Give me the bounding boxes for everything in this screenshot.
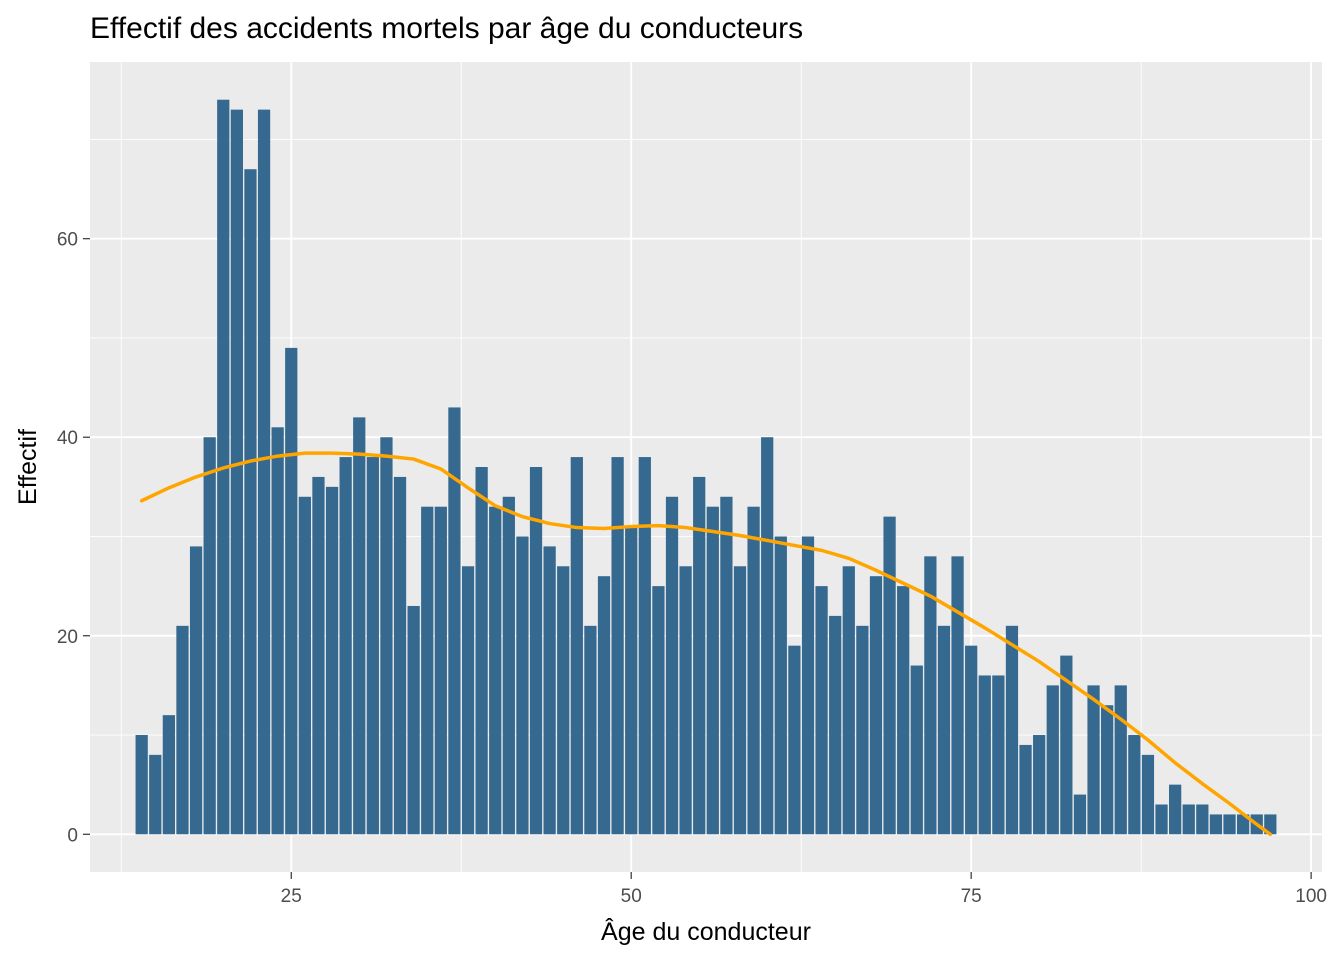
y-tick-label: 20 <box>57 627 78 648</box>
bar <box>1005 625 1019 835</box>
bar <box>434 506 447 835</box>
bar <box>1046 685 1059 835</box>
bar <box>162 715 175 835</box>
y-axis-title: Effectif <box>14 429 42 505</box>
bar <box>407 605 420 835</box>
y-tick-label: 60 <box>57 230 78 251</box>
x-axis-title: Âge du conducteur <box>601 917 811 946</box>
bar <box>570 457 583 835</box>
bar <box>203 437 216 835</box>
bar <box>1087 685 1100 835</box>
tick-labels: 25 50 75 100 0 20 40 60 <box>57 230 1327 907</box>
bar <box>978 675 991 835</box>
bar <box>869 576 883 835</box>
bar <box>312 476 325 835</box>
bar <box>1019 744 1032 835</box>
x-tick-label: 50 <box>621 886 642 907</box>
bar <box>693 476 706 835</box>
bar <box>801 536 815 835</box>
smooth-trend-line <box>139 451 1273 837</box>
bar <box>883 516 896 835</box>
bar <box>1182 804 1195 835</box>
bar <box>421 506 434 835</box>
bar <box>720 496 733 835</box>
axis-ticks <box>83 238 1312 879</box>
bar <box>788 645 801 835</box>
bar <box>638 457 651 835</box>
bar <box>529 467 543 835</box>
bar <box>557 566 570 835</box>
bar <box>761 437 774 835</box>
bar <box>475 467 488 835</box>
bar <box>393 476 407 835</box>
bar <box>1237 814 1250 835</box>
bar <box>652 586 665 835</box>
bar <box>176 625 189 835</box>
bar <box>230 109 243 835</box>
bar <box>1209 814 1223 835</box>
y-tick-label: 0 <box>67 825 78 846</box>
bar <box>747 506 760 835</box>
bar <box>353 417 366 835</box>
bar <box>1073 794 1087 835</box>
bar <box>897 586 910 835</box>
bar <box>842 566 855 835</box>
bar <box>1033 735 1046 835</box>
bar <box>1060 655 1073 835</box>
bar <box>1223 814 1236 835</box>
bar <box>706 506 719 835</box>
bar <box>829 615 842 835</box>
bar <box>135 735 148 835</box>
bar <box>271 427 284 835</box>
bar <box>597 576 611 835</box>
bar <box>461 566 475 835</box>
x-tick-label: 75 <box>961 886 982 907</box>
bar <box>298 496 311 835</box>
x-tick-label: 25 <box>281 886 302 907</box>
bar <box>815 586 828 835</box>
bar <box>380 437 393 835</box>
bar <box>774 536 787 835</box>
bar <box>733 566 747 835</box>
bar <box>910 665 923 835</box>
bar <box>1101 705 1114 835</box>
bar <box>951 556 964 835</box>
bar <box>937 625 951 835</box>
bar <box>1141 754 1155 835</box>
bar <box>665 496 679 835</box>
bar <box>448 407 461 835</box>
bar <box>516 536 529 835</box>
bar <box>856 625 869 835</box>
bar <box>992 675 1005 835</box>
bar <box>1169 784 1182 835</box>
bar <box>1128 735 1141 835</box>
bar <box>924 556 937 835</box>
bar <box>679 566 692 835</box>
bar <box>189 546 203 835</box>
bar <box>965 645 978 835</box>
bar <box>1196 804 1209 835</box>
bar <box>625 526 638 835</box>
bar <box>366 457 379 835</box>
bar <box>489 506 502 835</box>
bar <box>1264 814 1277 835</box>
bar <box>1114 685 1127 835</box>
chart-title: Effectif des accidents mortels par âge d… <box>90 12 804 45</box>
bar <box>611 457 624 835</box>
bar <box>285 347 298 835</box>
bar <box>543 546 556 835</box>
bar <box>325 486 339 835</box>
bar <box>244 169 257 835</box>
y-tick-label: 40 <box>57 428 78 449</box>
bar <box>257 109 271 835</box>
bar <box>502 496 515 835</box>
bars <box>135 99 1277 835</box>
x-tick-label: 100 <box>1295 886 1327 907</box>
bar <box>584 625 597 835</box>
bar <box>1155 804 1168 835</box>
bar <box>339 457 352 835</box>
bar <box>149 754 162 835</box>
